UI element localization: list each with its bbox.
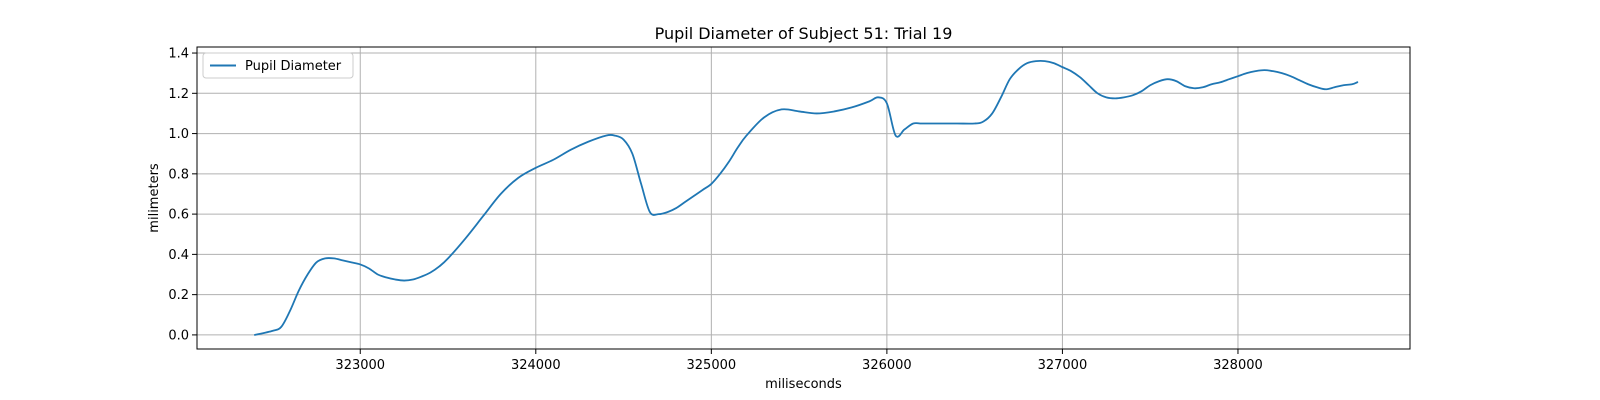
y-tick-label: 0.0 xyxy=(168,328,189,343)
x-tick-label: 323000 xyxy=(335,358,385,373)
y-tick-label: 1.4 xyxy=(168,47,189,62)
x-axis-title: miliseconds xyxy=(765,377,842,392)
y-tick-label: 0.2 xyxy=(168,288,189,303)
y-tick-label: 0.6 xyxy=(168,208,189,223)
legend: Pupil Diameter xyxy=(202,52,354,79)
x-axis: 323000 324000 325000 326000 327000 328000 xyxy=(335,349,1263,373)
series-layer xyxy=(254,59,1359,336)
x-tick-label: 325000 xyxy=(687,358,737,373)
plot-area-frame xyxy=(196,46,1411,350)
y-axis: 0.0 0.2 0.4 0.6 0.8 1.0 1.2 1.4 xyxy=(168,47,197,343)
x-tick-label: 324000 xyxy=(511,358,561,373)
x-tick-label: 326000 xyxy=(862,358,912,373)
y-tick-label: 1.0 xyxy=(168,127,189,142)
chart-title: Pupil Diameter of Subject 51: Trial 19 xyxy=(655,24,953,43)
x-tick-label: 327000 xyxy=(1038,358,1088,373)
y-tick-label: 1.2 xyxy=(168,87,189,102)
series-line-pupil-diameter xyxy=(254,59,1359,336)
x-tick-label: 328000 xyxy=(1213,358,1263,373)
y-axis-title: milimeters xyxy=(147,163,162,233)
y-tick-label: 0.4 xyxy=(168,248,189,263)
grid xyxy=(197,47,1410,349)
y-tick-label: 0.8 xyxy=(168,167,189,182)
legend-label-pupil-diameter: Pupil Diameter xyxy=(245,59,342,74)
legend-box xyxy=(202,52,354,79)
